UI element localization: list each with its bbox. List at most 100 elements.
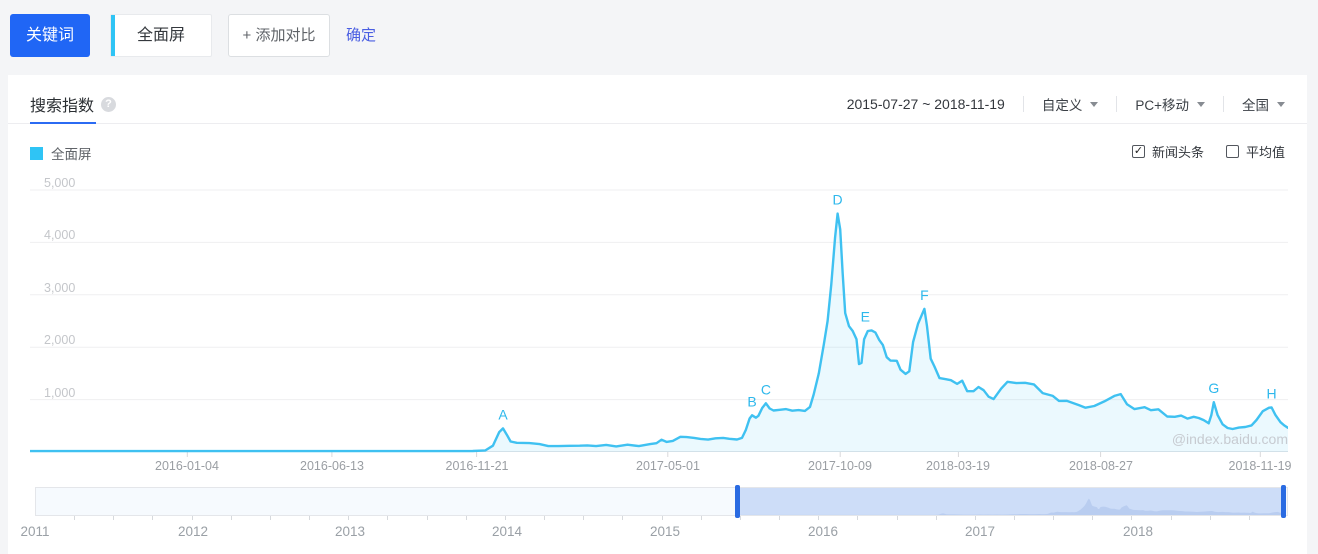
chart-controls: 2015-07-27 ~ 2018-11-19 自定义 PC+移动 全国 [847,94,1285,114]
brush-handle-left[interactable] [734,485,740,518]
overlay-toggles: ✓ 新闻头条 平均值 [1131,142,1285,161]
divider [1116,96,1118,112]
keyword-color-bar [111,15,115,56]
keyword-button[interactable]: 关键词 [10,14,90,57]
x-axis-label: 2018-03-19 [926,459,990,473]
y-axis-label: 1,000 [44,386,76,400]
timeline-tick [897,516,898,520]
marker-label-F[interactable]: F [920,287,929,303]
keyword-toolbar: 关键词 全面屏 + 添加对比 确定 [10,14,1310,57]
series-legend-label: 全面屏 [51,147,92,162]
timeline-tick [152,516,153,520]
y-axis-label: 2,000 [44,333,76,347]
checkbox-average[interactable]: 平均值 [1225,142,1285,161]
watermark: @index.baidu.com [1171,431,1288,447]
series-swatch [30,146,43,160]
divider [1022,96,1024,112]
header-divider [8,123,1307,124]
mini-chart-silhouette [736,498,1285,515]
timeline-tick [1014,516,1015,520]
checkbox-icon[interactable] [1225,145,1239,158]
timeline-brush[interactable] [35,485,1288,518]
timeline-tick [505,516,506,520]
chevron-down-icon [1197,101,1205,107]
divider [1223,96,1224,112]
y-axis-label: 3,000 [44,281,76,295]
timeline-year-label: 2015 [649,524,681,539]
help-icon[interactable]: ? [101,96,117,112]
timeline-year-label: 2016 [807,524,839,539]
timeline-tick [740,516,741,520]
y-axis-label: 4,000 [44,228,76,242]
dropdown-device[interactable]: PC+移动 [1135,94,1205,114]
x-axis-label: 2017-05-01 [636,459,700,473]
brush-handle-right[interactable] [1281,485,1287,518]
active-tab-indicator [30,122,96,124]
x-axis-label: 2016-06-13 [300,459,364,473]
timeline-tick [975,516,976,520]
timeline-tick [1171,516,1172,520]
marker-label-B[interactable]: B [747,393,756,409]
timeline-tick [622,516,623,520]
timeline-year-label: 2012 [177,524,209,539]
tab-search-index-label: 搜索指数 [30,98,95,115]
chevron-down-icon [1277,101,1285,107]
dropdown-region-label: 全国 [1242,98,1269,113]
timeline-year-label: 2018 [1122,524,1154,539]
marker-label-C[interactable]: C [761,381,771,397]
marker-label-A[interactable]: A [498,406,508,422]
timeline-tick [662,516,663,520]
timeline-tick [779,516,780,520]
marker-label-E[interactable]: E [861,308,870,324]
timeline-year-label: 2013 [334,524,366,539]
y-axis-label: 5,000 [44,176,76,190]
timeline-tick [1131,516,1132,520]
timeline-tick [1210,516,1211,520]
x-axis-label: 2018-11-19 [1228,459,1292,473]
x-axis-label: 2016-11-21 [445,459,509,473]
timeline-tick [192,516,193,520]
marker-label-D[interactable]: D [833,192,843,208]
checkbox-news-headlines[interactable]: ✓ 新闻头条 [1131,142,1204,161]
timeline-tick [231,516,232,520]
timeline-tick [74,516,75,520]
checkbox-label: 新闻头条 [1151,145,1204,160]
timeline-tick [1092,516,1093,520]
timeline-tick [387,516,388,520]
tab-search-index[interactable]: 搜索指数 ? [30,92,117,116]
dropdown-time-custom[interactable]: 自定义 [1042,94,1099,114]
confirm-link[interactable]: 确定 [346,27,377,44]
keyword-tab[interactable]: 全面屏 [110,14,212,57]
timeline-year-label: 2014 [491,524,523,539]
timeline-tick [348,516,349,520]
brush-selection[interactable] [734,485,1287,518]
timeline-tick [1053,516,1054,520]
search-index-panel: 搜索指数 ? 2015-07-27 ~ 2018-11-19 自定义 PC+移动… [8,75,1307,554]
x-axis-label: 2018-08-27 [1069,459,1133,473]
chevron-down-icon [1090,101,1099,107]
dropdown-device-label: PC+移动 [1135,98,1189,113]
marker-label-G[interactable]: G [1208,380,1219,396]
checkbox-label: 平均值 [1245,145,1285,160]
marker-label-H[interactable]: H [1267,386,1277,402]
keyword-tab-label: 全面屏 [136,27,185,44]
timeline-tick [583,516,584,520]
timeline-tick [270,516,271,520]
timeline-year-label: 2017 [964,524,996,539]
chart-canvas: A BC D E F G H [30,189,1288,457]
date-range[interactable]: 2015-07-27 ~ 2018-11-19 [846,96,1005,112]
timeline-tick [818,516,819,520]
add-compare-button[interactable]: + 添加对比 [228,14,330,57]
x-axis-label: 2016-01-04 [155,459,219,473]
dropdown-region[interactable]: 全国 [1242,94,1285,114]
timeline-tick [701,516,702,520]
timeline-tick [936,516,937,520]
timeline-tick [309,516,310,520]
timeline-tick [113,516,114,520]
timeline-tick [427,516,428,520]
timeline-year-label: 2011 [20,524,50,539]
checkbox-icon[interactable]: ✓ [1131,145,1145,158]
timeline-tick [466,516,467,520]
